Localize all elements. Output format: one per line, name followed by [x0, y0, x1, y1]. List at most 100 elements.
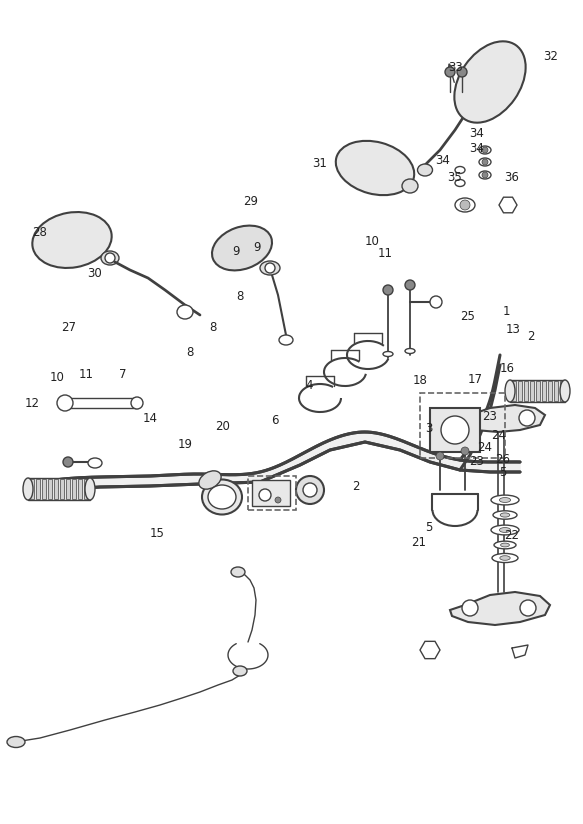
Text: 24: 24 [477, 441, 493, 454]
Circle shape [296, 476, 324, 504]
Text: 11: 11 [79, 368, 94, 382]
Text: 17: 17 [468, 372, 483, 386]
Ellipse shape [101, 251, 119, 265]
Ellipse shape [479, 171, 491, 179]
Text: 2: 2 [352, 480, 359, 493]
Bar [252, 480, 290, 506]
Polygon shape [450, 592, 550, 625]
Circle shape [461, 447, 469, 455]
Text: 3: 3 [425, 422, 432, 435]
Circle shape [131, 397, 143, 409]
Bar [530, 381, 534, 401]
Bar [72, 479, 76, 499]
Ellipse shape [479, 158, 491, 166]
Bar [78, 479, 82, 499]
Bar [554, 381, 558, 401]
Text: 2: 2 [527, 330, 534, 343]
Circle shape [436, 452, 444, 460]
Bar [28, 478, 90, 500]
Text: 8: 8 [237, 290, 244, 303]
Polygon shape [499, 197, 517, 213]
Ellipse shape [417, 164, 433, 176]
Ellipse shape [88, 458, 102, 468]
Bar [548, 381, 552, 401]
Ellipse shape [208, 485, 236, 509]
Text: 30: 30 [87, 267, 102, 280]
Circle shape [520, 600, 536, 616]
Ellipse shape [32, 212, 112, 268]
Text: 23: 23 [469, 455, 484, 468]
Ellipse shape [279, 335, 293, 345]
Circle shape [430, 296, 442, 308]
Bar [510, 380, 565, 402]
Circle shape [105, 253, 115, 263]
Text: 21: 21 [411, 536, 426, 549]
Text: 25: 25 [460, 310, 475, 323]
Ellipse shape [340, 145, 410, 191]
Text: 26: 26 [495, 453, 510, 466]
Circle shape [441, 416, 469, 444]
Ellipse shape [216, 228, 269, 267]
Ellipse shape [459, 46, 521, 118]
Ellipse shape [455, 198, 475, 212]
Ellipse shape [501, 543, 510, 547]
Bar [60, 479, 64, 499]
Bar [512, 381, 516, 401]
Text: 34: 34 [436, 154, 451, 167]
Ellipse shape [402, 179, 418, 193]
Ellipse shape [493, 511, 517, 519]
Polygon shape [460, 355, 500, 470]
Circle shape [383, 285, 393, 295]
Text: 16: 16 [500, 362, 515, 375]
Ellipse shape [38, 218, 106, 263]
Bar [560, 381, 564, 401]
Text: 4: 4 [305, 379, 312, 392]
Text: 9: 9 [233, 245, 240, 258]
Text: 5: 5 [425, 521, 432, 534]
Text: 8: 8 [209, 321, 216, 335]
Ellipse shape [494, 541, 516, 549]
Text: 10: 10 [364, 235, 380, 248]
Text: 24: 24 [491, 428, 506, 442]
Text: 35: 35 [447, 171, 462, 184]
Text: 15: 15 [150, 527, 165, 541]
Bar [524, 381, 528, 401]
Ellipse shape [455, 180, 465, 186]
Text: 13: 13 [505, 323, 521, 336]
Ellipse shape [491, 525, 519, 535]
Text: 7: 7 [119, 368, 126, 382]
Bar [542, 381, 546, 401]
Ellipse shape [479, 146, 491, 154]
Bar [30, 479, 34, 499]
Text: 34: 34 [469, 142, 484, 155]
Ellipse shape [177, 305, 193, 319]
Text: 9: 9 [253, 241, 260, 254]
Polygon shape [455, 405, 545, 432]
Circle shape [303, 483, 317, 497]
Text: 20: 20 [215, 420, 230, 433]
Text: 18: 18 [412, 374, 427, 387]
Circle shape [482, 159, 488, 165]
Bar [65, 398, 137, 408]
Ellipse shape [500, 513, 510, 517]
Circle shape [464, 410, 480, 426]
Bar [36, 479, 40, 499]
Ellipse shape [233, 666, 247, 676]
Ellipse shape [454, 41, 526, 123]
Text: 28: 28 [32, 226, 47, 239]
Ellipse shape [383, 352, 393, 357]
Circle shape [275, 497, 281, 503]
Circle shape [482, 172, 488, 178]
Polygon shape [420, 641, 440, 658]
Text: 10: 10 [50, 371, 65, 384]
Circle shape [265, 263, 275, 273]
Bar [518, 381, 522, 401]
Polygon shape [55, 432, 520, 490]
Ellipse shape [491, 495, 519, 505]
Ellipse shape [500, 555, 510, 560]
Text: 29: 29 [243, 195, 258, 208]
Text: 1: 1 [503, 305, 510, 318]
Text: 32: 32 [543, 49, 559, 63]
Ellipse shape [500, 527, 511, 532]
Ellipse shape [405, 349, 415, 353]
